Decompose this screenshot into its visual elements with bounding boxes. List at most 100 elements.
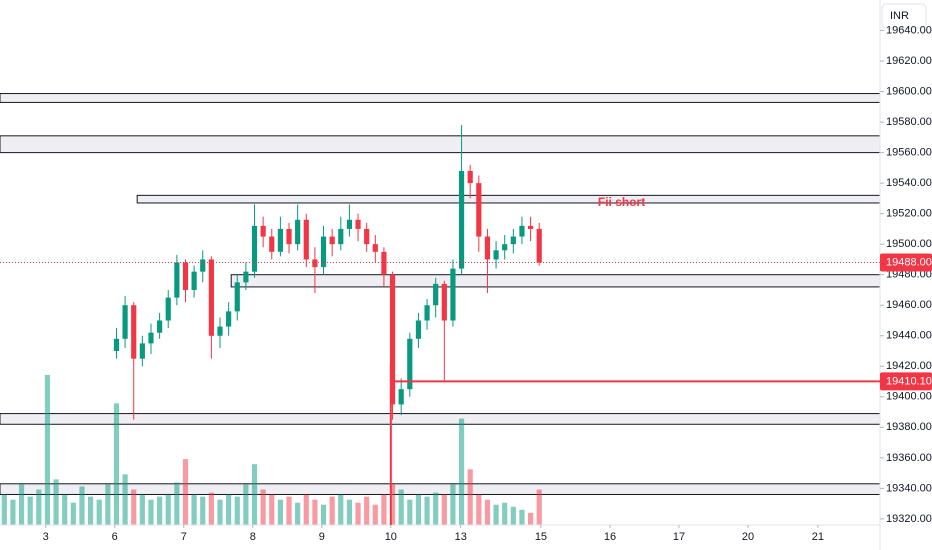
x-tick-label: 20 — [742, 531, 754, 543]
volume-bar — [208, 492, 214, 525]
candle-body — [476, 183, 482, 237]
candle-body — [295, 219, 301, 245]
candle-body — [157, 320, 163, 333]
currency[interactable]: INR — [890, 10, 909, 22]
y-tick-label: 19420.00 — [886, 360, 932, 372]
candle-body — [441, 283, 447, 321]
volume-bar — [269, 494, 275, 525]
x-tick-label: 16 — [604, 531, 616, 543]
candle-body — [510, 236, 516, 245]
volume-bar — [1, 494, 7, 525]
candle-body — [458, 170, 465, 269]
zone — [230, 274, 881, 288]
volume-bar — [200, 496, 206, 525]
last-price-label: 19488.00 — [886, 256, 932, 268]
volume-bar — [10, 499, 16, 525]
candle-body — [226, 311, 232, 327]
candle-body — [243, 271, 249, 283]
volume-bar — [148, 499, 154, 525]
candle-body — [389, 274, 396, 405]
y-tick-label: 19580.00 — [886, 116, 932, 128]
candle-body — [424, 305, 430, 321]
x-tick-label: 3 — [43, 531, 49, 543]
y-tick-label: 19340.00 — [886, 482, 932, 494]
y-tick-label: 19640.00 — [886, 24, 932, 36]
candle-body — [312, 259, 318, 268]
candle-body — [303, 219, 309, 260]
candle-body — [122, 305, 128, 339]
volume-bar — [346, 499, 352, 525]
x-tick-label: 6 — [112, 531, 118, 543]
volume-bar — [303, 494, 309, 525]
y-tick-label: 19620.00 — [886, 55, 932, 67]
y-tick-label: 19500.00 — [886, 238, 932, 250]
volume-bar — [295, 502, 301, 525]
candle-body — [191, 271, 197, 290]
candle-body — [407, 338, 413, 390]
volume-bar — [433, 492, 439, 525]
y-tick-label: 19460.00 — [886, 299, 932, 311]
volume-bar — [320, 504, 327, 525]
volume-bar — [450, 484, 456, 525]
volume-bar — [458, 418, 465, 525]
volume-bar — [53, 479, 59, 525]
volume-bar — [62, 494, 68, 525]
candle-body — [346, 219, 352, 229]
candle-body — [528, 225, 534, 229]
candle-body — [208, 259, 214, 336]
volume-bar — [217, 499, 223, 525]
x-tick-label: 15 — [535, 531, 547, 543]
currency-box[interactable] — [881, 3, 927, 29]
volume-bar — [88, 496, 94, 525]
hline-label: 19410.10 — [886, 375, 932, 387]
x-tick-label: 7 — [181, 531, 187, 543]
volume-bar — [70, 502, 76, 525]
candle-body — [355, 219, 361, 229]
volume-bar — [424, 496, 430, 525]
y-tick-label: 19600.00 — [886, 85, 932, 97]
volume-bar — [243, 484, 249, 525]
candle-body — [148, 332, 154, 344]
volume-bar — [122, 474, 128, 525]
candle-body — [493, 250, 499, 260]
volume-bar — [329, 496, 335, 525]
volume-bar — [182, 459, 189, 525]
volume-bar — [519, 509, 525, 525]
volume-bar — [277, 499, 283, 525]
zone — [0, 135, 881, 154]
y-tick-label: 19440.00 — [886, 330, 932, 342]
volume-bar — [139, 494, 145, 525]
candle-body — [217, 326, 223, 336]
x-tick-label: 17 — [673, 531, 685, 543]
candle-body — [131, 305, 137, 359]
volume-bar — [226, 494, 232, 525]
hline-badge — [880, 372, 932, 391]
volume-bar — [113, 403, 120, 525]
y-tick-label: 19320.00 — [886, 513, 932, 525]
volume-bar — [79, 486, 85, 525]
volume-bar — [476, 494, 482, 525]
volume-bar — [484, 499, 491, 525]
volume-bar — [312, 499, 318, 525]
candle-body — [251, 225, 258, 272]
volume-bar — [157, 496, 163, 525]
candle-body — [338, 228, 344, 245]
volume-bar — [536, 489, 542, 525]
candle-body — [260, 225, 266, 237]
volume-bar — [36, 489, 42, 525]
volume-bar — [467, 469, 473, 525]
volume-bar — [27, 496, 33, 525]
y-tick-label: 19520.00 — [886, 208, 932, 220]
volume-bar — [105, 484, 111, 525]
volume-bar — [355, 502, 361, 525]
candle-body — [329, 236, 335, 245]
volume-bar — [398, 489, 404, 525]
x-tick-label: 21 — [812, 531, 824, 543]
candle-body — [536, 228, 542, 263]
candle-body — [484, 236, 491, 260]
y-tick-label: 19540.00 — [886, 177, 932, 189]
volume-bar — [502, 502, 508, 525]
y-tick-label: 19480.00 — [886, 269, 932, 281]
candle-body — [398, 389, 404, 405]
